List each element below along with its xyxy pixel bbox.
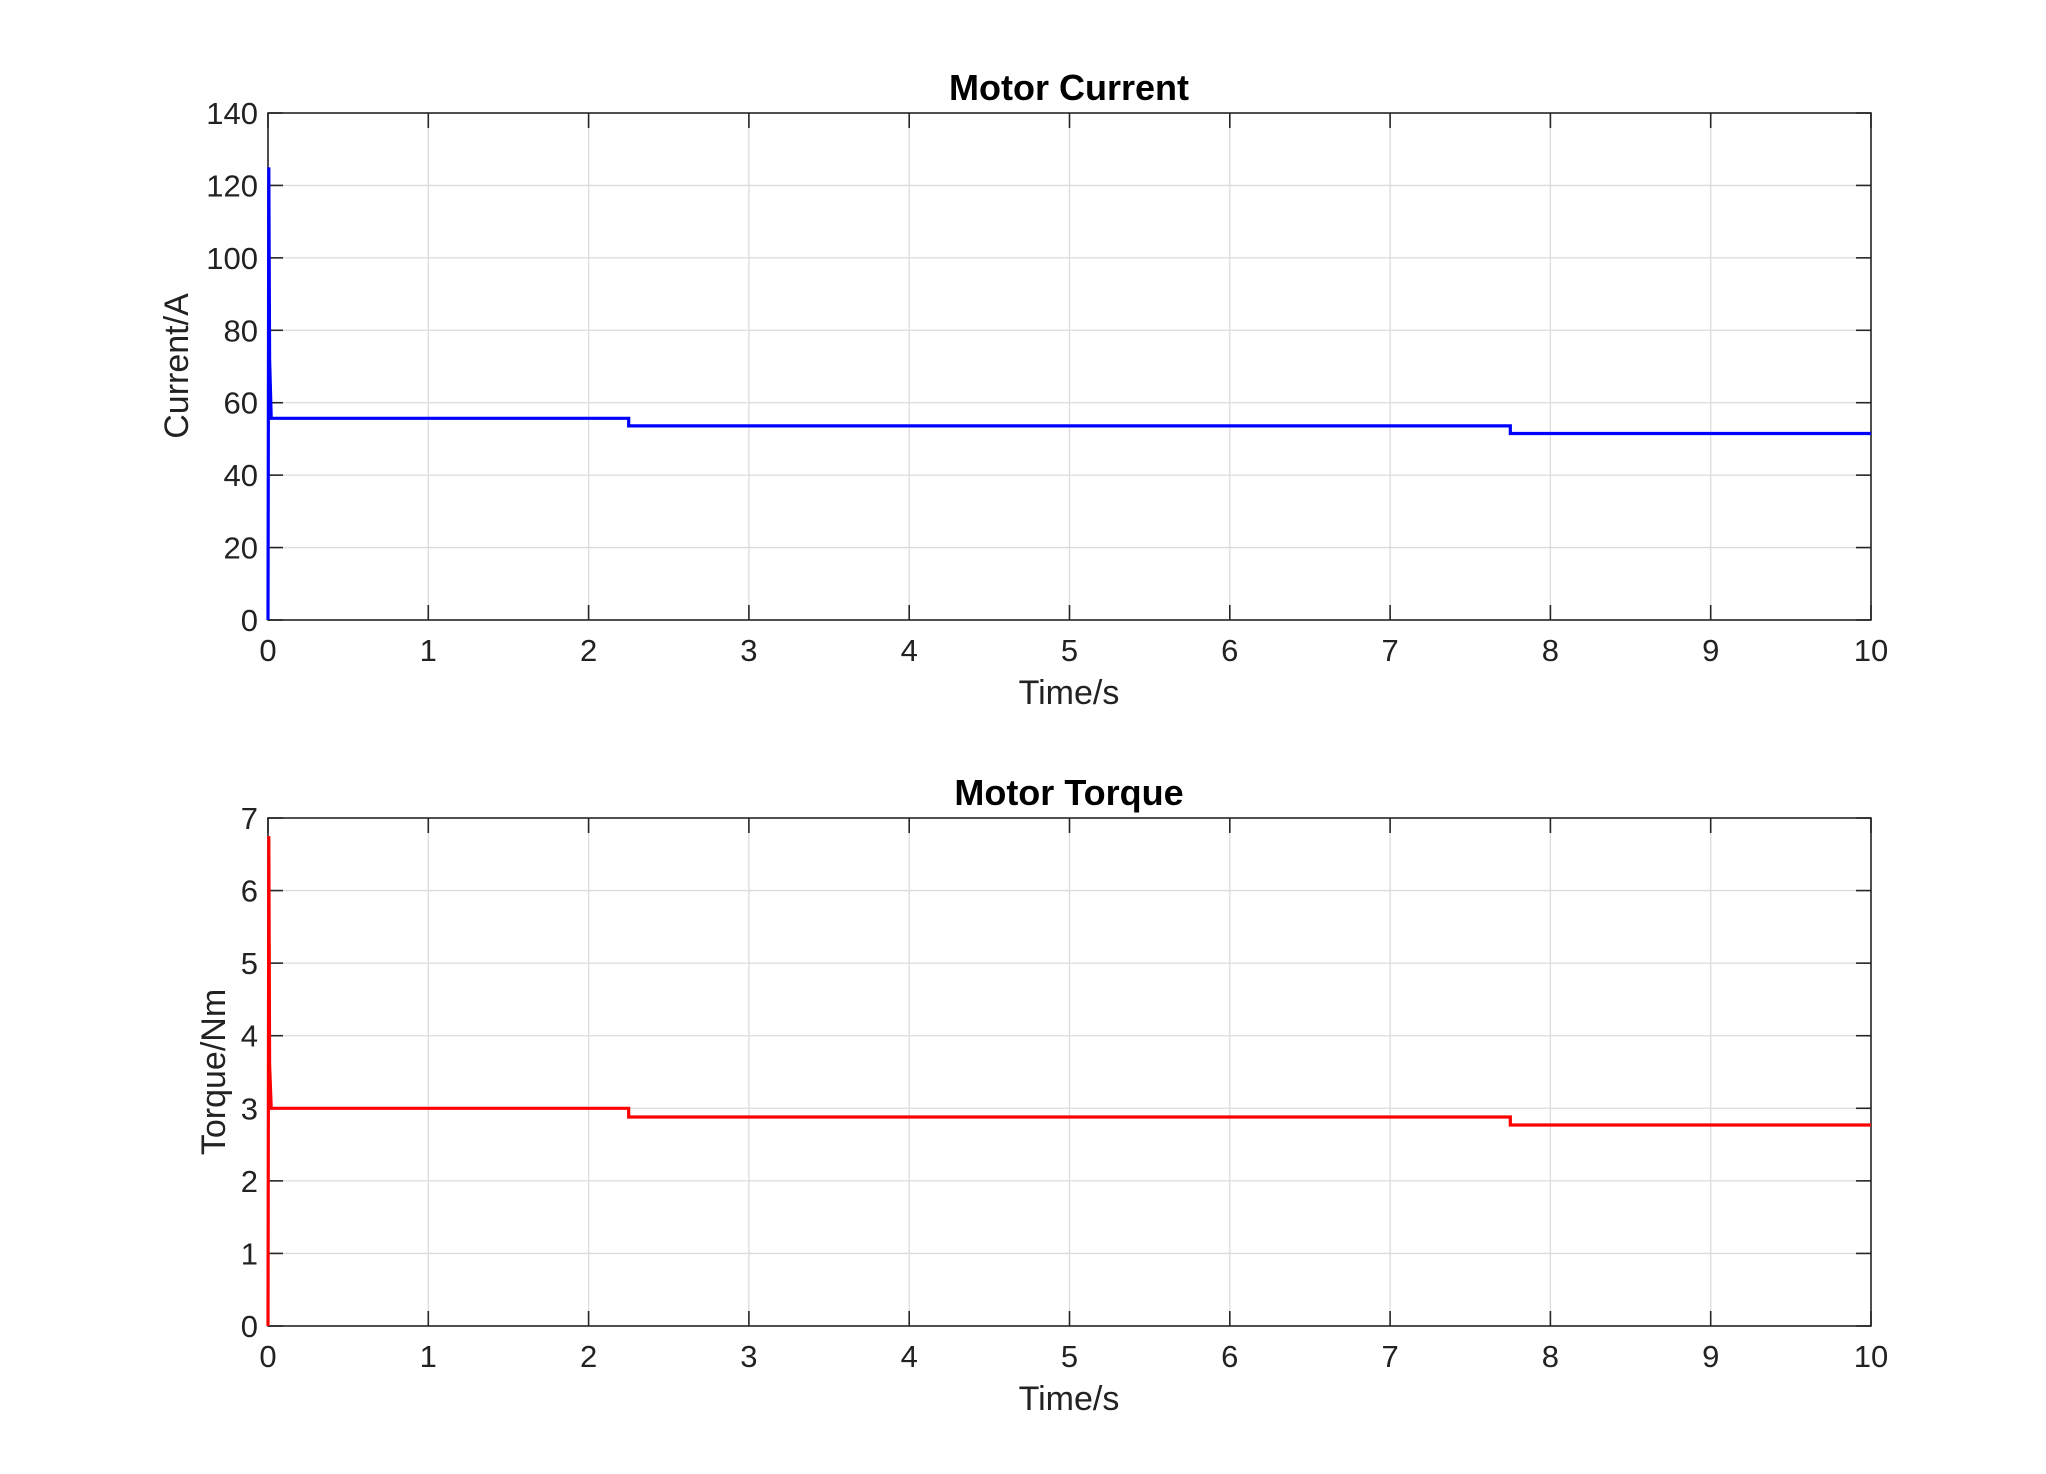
tick-marks — [267, 817, 1872, 1327]
x-tick-label: 2 — [580, 633, 597, 668]
y-axis-label: Torque/Nm — [195, 989, 233, 1155]
x-tick-labels: 0 1 2 3 4 5 6 7 8 9 10 — [259, 633, 1888, 668]
series-group — [266, 167, 1871, 621]
y-tick-label: 100 — [206, 241, 258, 276]
x-tick-label: 1 — [420, 1339, 437, 1374]
y-tick-label: 7 — [241, 801, 258, 836]
tick-marks — [267, 112, 1872, 621]
y-tick-label: 20 — [224, 531, 258, 566]
x-tick-label: 1 — [420, 633, 437, 668]
plot-title: Motor Torque — [954, 772, 1183, 813]
y-axis-label: Current/A — [158, 293, 196, 439]
y-tick-label: 1 — [241, 1236, 258, 1271]
x-tick-label: 6 — [1221, 1339, 1238, 1374]
y-tick-label: 2 — [241, 1164, 258, 1199]
x-tick-label: 4 — [901, 1339, 918, 1374]
y-tick-label: 140 — [206, 96, 258, 131]
x-tick-label: 0 — [259, 1339, 276, 1374]
x-axis-label: Time/s — [1019, 1380, 1120, 1418]
x-tick-label: 8 — [1542, 1339, 1559, 1374]
y-tick-labels: 0 1 2 3 4 5 6 7 — [241, 801, 258, 1344]
subplot-motor-current: 0 1 2 3 4 5 6 7 8 9 10 0 20 40 60 80 100 120 140 Motor Cu… — [158, 67, 1888, 712]
x-tick-label: 3 — [740, 633, 757, 668]
y-tick-label: 4 — [241, 1019, 258, 1054]
y-tick-label: 3 — [241, 1091, 258, 1126]
series-line — [266, 836, 1871, 1327]
series-line — [266, 167, 1871, 621]
series-group — [266, 836, 1871, 1327]
x-tick-label: 9 — [1702, 633, 1719, 668]
x-tick-label: 9 — [1702, 1339, 1719, 1374]
y-tick-label: 120 — [206, 168, 258, 203]
x-tick-label: 5 — [1061, 1339, 1078, 1374]
x-tick-label: 3 — [740, 1339, 757, 1374]
x-tick-label: 7 — [1381, 633, 1398, 668]
x-tick-label: 0 — [259, 633, 276, 668]
y-tick-label: 80 — [224, 313, 258, 348]
plot-title: Motor Current — [949, 67, 1189, 108]
y-tick-label: 5 — [241, 946, 258, 981]
x-tick-label: 7 — [1381, 1339, 1398, 1374]
x-tick-label: 4 — [901, 633, 918, 668]
y-tick-label: 6 — [241, 874, 258, 909]
y-tick-labels: 0 20 40 60 80 100 120 140 — [206, 96, 258, 638]
x-tick-label: 10 — [1854, 633, 1888, 668]
y-tick-label: 60 — [224, 386, 258, 421]
x-axis-label: Time/s — [1019, 674, 1120, 712]
x-tick-label: 5 — [1061, 633, 1078, 668]
subplot-motor-torque: 0 1 2 3 4 5 6 7 8 9 10 0 1 2 3 4 5 6 7 Motor Torque Time/… — [195, 772, 1888, 1418]
y-tick-label: 0 — [241, 1309, 258, 1344]
x-tick-label: 8 — [1542, 633, 1559, 668]
y-tick-label: 0 — [241, 603, 258, 638]
x-tick-labels: 0 1 2 3 4 5 6 7 8 9 10 — [259, 1339, 1888, 1374]
x-tick-label: 2 — [580, 1339, 597, 1374]
x-tick-label: 10 — [1854, 1339, 1888, 1374]
x-tick-label: 6 — [1221, 633, 1238, 668]
y-tick-label: 40 — [224, 458, 258, 493]
